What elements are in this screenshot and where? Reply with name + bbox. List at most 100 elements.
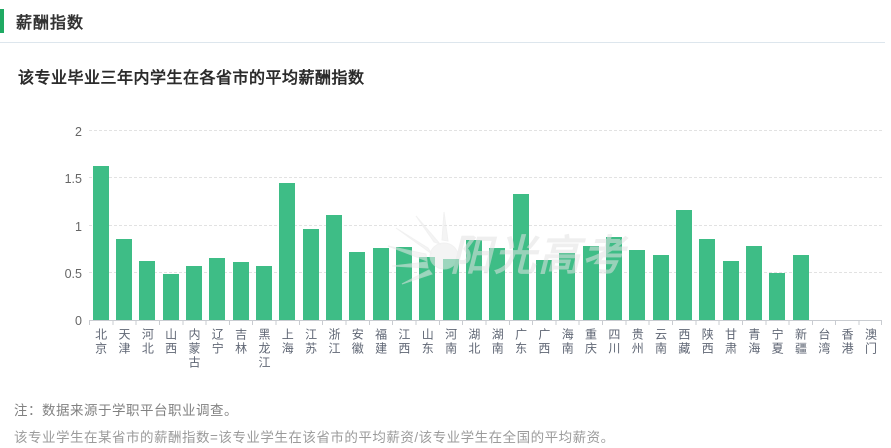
gridline <box>89 224 882 226</box>
bar-column <box>766 131 789 320</box>
bar-column <box>229 131 252 320</box>
chart-bar-西藏[interactable] <box>675 210 692 320</box>
bar-column <box>696 131 719 320</box>
x-axis-label: 浙江 <box>326 328 341 356</box>
bar-column <box>322 131 345 320</box>
x-axis-label: 福建 <box>373 328 388 356</box>
x-axis-label: 吉林 <box>233 328 248 356</box>
bar-column <box>299 131 322 320</box>
x-label-column: 天津 <box>112 328 135 370</box>
x-axis-label: 河北 <box>140 328 155 356</box>
bar-column <box>112 131 135 320</box>
bar-column <box>579 131 602 320</box>
chart-bar-云南[interactable] <box>652 254 669 320</box>
x-label-column: 甘肃 <box>719 328 742 370</box>
chart-title: 该专业毕业三年内学生在各省市的平均薪酬指数 <box>18 70 365 87</box>
x-axis-label: 西藏 <box>676 328 691 356</box>
chart-bar-青海[interactable] <box>745 246 762 320</box>
x-axis-label: 黑龙江 <box>256 328 271 370</box>
x-axis-label: 湖南 <box>490 328 505 356</box>
x-label-column: 湖北 <box>462 328 485 370</box>
chart-bar-福建[interactable] <box>372 248 389 320</box>
bar-column <box>509 131 532 320</box>
bar-column <box>206 131 229 320</box>
gridline <box>89 177 882 179</box>
chart-bar-宁夏[interactable] <box>769 272 786 320</box>
x-label-column: 台湾 <box>812 328 835 370</box>
x-label-column: 重庆 <box>579 328 602 370</box>
bar-column <box>276 131 299 320</box>
x-axis-label: 四川 <box>606 328 621 356</box>
chart-bar-海南[interactable] <box>559 252 576 320</box>
chart-bar-安徽[interactable] <box>349 251 366 320</box>
x-axis-label: 青海 <box>746 328 761 356</box>
bar-column <box>462 131 485 320</box>
chart-bar-陕西[interactable] <box>699 238 716 320</box>
bar-column <box>392 131 415 320</box>
y-axis-label: 1 <box>75 219 82 234</box>
chart-bar-内蒙古[interactable] <box>185 266 202 320</box>
chart-bar-重庆[interactable] <box>582 246 599 320</box>
x-label-column: 福建 <box>369 328 392 370</box>
bar-column <box>346 131 369 320</box>
chart-bar-北京[interactable] <box>92 165 109 320</box>
x-axis-label: 新疆 <box>793 328 808 356</box>
x-axis-label: 天津 <box>116 328 131 356</box>
chart-bar-黑龙江[interactable] <box>255 266 272 320</box>
chart-bar-四川[interactable] <box>605 236 622 320</box>
bar-column <box>556 131 579 320</box>
chart-bar-新疆[interactable] <box>792 254 809 320</box>
chart-bar-湖南[interactable] <box>489 248 506 320</box>
x-label-column: 山西 <box>159 328 182 370</box>
chart-bar-辽宁[interactable] <box>209 257 226 320</box>
x-label-column: 北京 <box>89 328 112 370</box>
chart-bar-湖北[interactable] <box>465 239 482 320</box>
x-axis-label: 上海 <box>280 328 295 356</box>
chart-bar-山东[interactable] <box>419 256 436 320</box>
chart-bar-贵州[interactable] <box>629 250 646 320</box>
x-axis-label: 安徽 <box>350 328 365 356</box>
x-label-column: 青海 <box>742 328 765 370</box>
bar-column <box>486 131 509 320</box>
bar-column <box>416 131 439 320</box>
chart-bar-江西[interactable] <box>395 247 412 320</box>
x-axis-label: 辽宁 <box>210 328 225 356</box>
bar-column <box>719 131 742 320</box>
x-label-column: 黑龙江 <box>252 328 275 370</box>
x-label-column: 四川 <box>602 328 625 370</box>
x-label-column: 湖南 <box>486 328 509 370</box>
bar-column <box>159 131 182 320</box>
bar-column <box>439 131 462 320</box>
x-axis-labels: 北京 天津 河北 山西 内蒙古 辽宁 吉林 黑龙江 上海 江苏 浙江 安徽 福建 江西 山东 河南 湖北 湖南 广东… <box>89 328 882 370</box>
bar-column <box>602 131 625 320</box>
x-axis-label: 澳门 <box>863 328 878 356</box>
x-label-column: 陕西 <box>696 328 719 370</box>
x-axis-label: 江西 <box>396 328 411 356</box>
bar-column <box>812 131 835 320</box>
x-axis-label: 云南 <box>653 328 668 356</box>
chart-bar-广西[interactable] <box>535 260 552 320</box>
x-axis-label: 北京 <box>93 328 108 356</box>
chart-bar-江苏[interactable] <box>302 229 319 320</box>
x-label-column: 广西 <box>532 328 555 370</box>
chart-bar-吉林[interactable] <box>232 262 249 320</box>
accent-bar <box>0 9 4 33</box>
y-axis-label: 1.5 <box>64 172 82 187</box>
x-axis-label: 宁夏 <box>770 328 785 356</box>
chart-bar-广东[interactable] <box>512 194 529 320</box>
chart-bar-甘肃[interactable] <box>722 261 739 320</box>
bar-column <box>532 131 555 320</box>
chart-bar-河北[interactable] <box>139 261 156 320</box>
bar-column <box>136 131 159 320</box>
chart-bar-上海[interactable] <box>279 182 296 320</box>
x-axis-label: 湖北 <box>466 328 481 356</box>
chart-bar-山西[interactable] <box>162 273 179 320</box>
footnote-source: 注：数据来源于学职平台职业调查。 <box>14 403 238 418</box>
chart-bar-河南[interactable] <box>442 258 459 320</box>
chart-bar-天津[interactable] <box>115 238 132 320</box>
x-label-column: 西藏 <box>672 328 695 370</box>
chart-bar-浙江[interactable] <box>325 215 342 320</box>
x-label-column: 辽宁 <box>206 328 229 370</box>
x-label-column: 山东 <box>416 328 439 370</box>
x-axis-label: 甘肃 <box>723 328 738 356</box>
